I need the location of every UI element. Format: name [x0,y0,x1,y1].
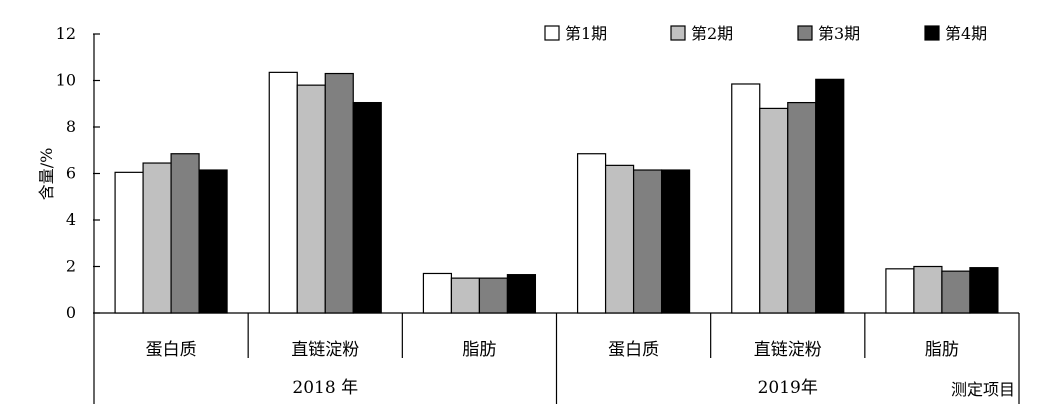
bar-1 [731,83,761,314]
y-tick-label: 10 [56,71,76,90]
y-tick-label: 2 [66,257,76,276]
bar-1 [422,272,453,314]
bar-4 [198,169,228,314]
y-tick-label: 8 [66,117,76,136]
y-tick-label: 12 [56,24,76,43]
bars [114,71,999,314]
axes: 0 2 4 6 8 10 12 蛋白质 直链淀粉 脂肪 2018 年 蛋白质 直链淀粉 脂肪 2019年 [56,24,1020,404]
x-category-label: 脂肪 [462,340,496,360]
bar-2 [759,107,789,314]
bar-4 [352,101,382,314]
bar-3 [170,153,200,314]
y-tick-label: 6 [66,164,76,183]
x-group-label: 2019年 [758,378,818,398]
bar-3 [478,277,509,314]
x-axis-title: 测定项目 [951,380,1015,399]
bar-4 [660,169,691,314]
legend-swatch [544,25,560,41]
bar-2 [296,84,326,314]
x-category-label: 直链淀粉 [291,340,359,360]
legend-label: 第2期 [691,24,733,43]
bar-1 [885,268,915,314]
bar-1 [268,71,298,314]
legend-label: 第4期 [945,24,987,43]
bar-3 [787,101,817,314]
x-category-label: 蛋白质 [608,340,659,360]
bar-3 [324,72,354,314]
x-group-label: 2018 年 [292,378,358,398]
legend: 第1期 第2期 第3期 第4期 [544,24,987,43]
y-tick-label: 0 [66,303,76,322]
legend-swatch [797,25,813,41]
bar-1 [576,153,607,314]
bar-2 [913,265,943,314]
bar-2 [142,162,172,314]
bar-2 [604,164,635,314]
bar-4 [969,267,999,314]
legend-swatch [924,25,940,41]
bar-1 [114,171,144,314]
y-tick-label: 4 [66,210,76,229]
x-category-label: 脂肪 [925,340,959,360]
bar-4 [815,78,845,314]
legend-label: 第3期 [818,24,860,43]
legend-label: 第1期 [565,24,607,43]
legend-swatch [670,25,686,41]
x-category-label: 直链淀粉 [754,340,822,360]
bar-4 [506,274,537,314]
bar-3 [632,169,663,314]
bar-3 [941,270,971,314]
x-category-label: 蛋白质 [146,340,197,360]
y-axis-title: 含量/% [37,148,56,201]
bar-2 [450,277,481,314]
